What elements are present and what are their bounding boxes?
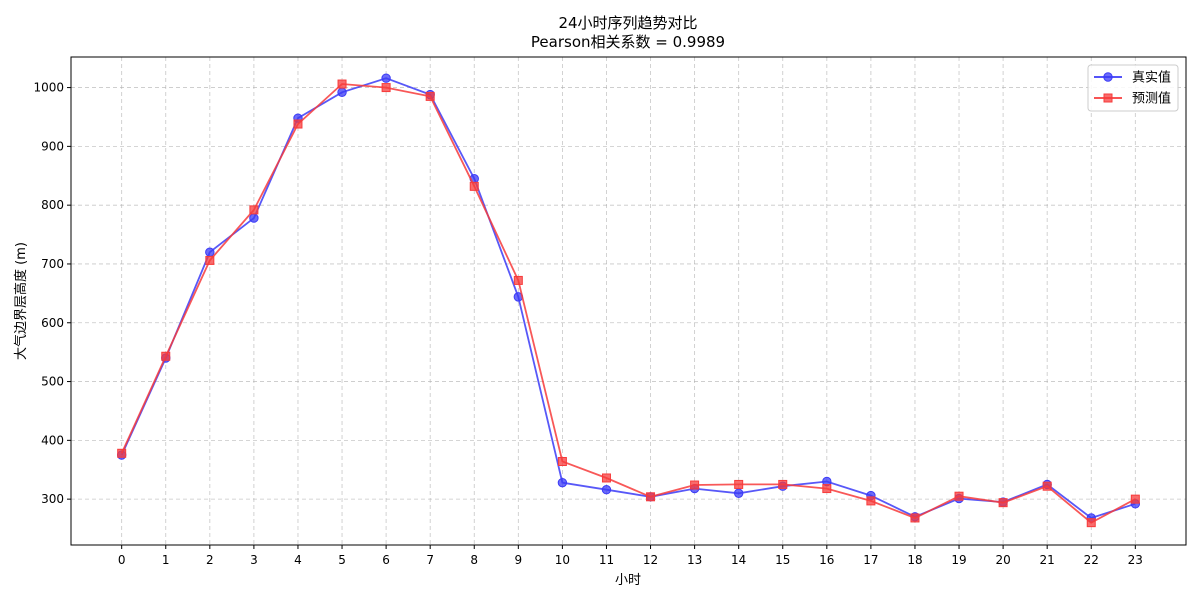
- x-tick-label: 6: [382, 553, 390, 567]
- y-tick-label: 600: [41, 316, 64, 330]
- legend-swatch-marker: [1103, 72, 1113, 82]
- data-point-square: [205, 255, 215, 265]
- x-tick-label: 1: [162, 553, 170, 567]
- data-point-square: [381, 83, 391, 93]
- data-point-square: [425, 91, 435, 101]
- y-tick-label: 500: [41, 375, 64, 389]
- x-tick-label: 2: [206, 553, 214, 567]
- data-point-square: [601, 473, 611, 483]
- series-1: [117, 79, 1140, 528]
- y-axis-label: 大气边界层高度 (m): [13, 242, 29, 360]
- data-point-circle: [249, 213, 259, 223]
- chart-subtitle: Pearson相关系数 = 0.9989: [531, 33, 725, 51]
- series-0: [116, 73, 1141, 523]
- data-point-circle: [601, 485, 612, 495]
- data-point-square: [866, 496, 876, 506]
- x-tick-label: 7: [426, 553, 434, 567]
- data-point-square: [734, 479, 744, 489]
- data-point-square: [337, 79, 347, 89]
- x-tick-label: 21: [1040, 553, 1055, 567]
- x-tick-label: 11: [599, 553, 614, 567]
- data-point-square: [293, 119, 303, 129]
- x-tick-label: 13: [687, 553, 702, 567]
- data-point-square: [822, 484, 832, 494]
- x-tick-label: 3: [250, 553, 258, 567]
- data-point-square: [513, 275, 523, 285]
- chart-title: 24小时序列趋势对比: [558, 14, 697, 32]
- legend-label: 预测值: [1132, 91, 1171, 107]
- series-layer: [116, 73, 1141, 528]
- x-tick-label: 20: [995, 553, 1010, 567]
- data-point-square: [998, 498, 1008, 508]
- data-point-square: [646, 492, 656, 502]
- x-tick-label: 5: [338, 553, 346, 567]
- data-point-square: [161, 351, 171, 361]
- y-tick-label: 300: [41, 492, 64, 506]
- x-tick-label: 9: [515, 553, 523, 567]
- ticks: 0 1 2 3 4 5 6 7 8 9 10 11 12 13 14 15 16 17 18 19 20 21 22 2330…: [33, 81, 1143, 567]
- data-point-circle: [381, 73, 391, 83]
- x-tick-label: 14: [731, 553, 746, 567]
- x-tick-label: 0: [118, 553, 126, 567]
- x-axis-label: 小时: [615, 573, 641, 588]
- data-point-square: [117, 448, 127, 458]
- data-point-square: [557, 457, 567, 467]
- y-tick-label: 400: [41, 433, 64, 447]
- x-tick-label: 23: [1128, 553, 1143, 567]
- legend-swatch-marker: [1103, 93, 1113, 103]
- x-tick-label: 17: [863, 553, 878, 567]
- x-tick-label: 19: [951, 553, 966, 567]
- y-tick-label: 700: [41, 257, 64, 271]
- x-tick-label: 15: [775, 553, 790, 567]
- data-point-circle: [337, 87, 347, 97]
- x-tick-label: 18: [907, 553, 922, 567]
- data-point-square: [954, 491, 964, 501]
- data-point-square: [1042, 481, 1052, 491]
- data-point-square: [778, 479, 788, 489]
- data-point-square: [469, 181, 479, 191]
- series-line: [120, 83, 1136, 524]
- y-tick-label: 900: [41, 139, 64, 153]
- data-point-square: [690, 480, 700, 490]
- data-point-circle: [205, 247, 215, 257]
- data-point-square: [1086, 518, 1096, 528]
- legend-label: 真实值: [1132, 70, 1171, 86]
- data-point-square: [910, 513, 920, 523]
- y-tick-label: 800: [41, 198, 64, 212]
- x-tick-label: 22: [1084, 553, 1099, 567]
- series-line: [120, 77, 1136, 520]
- data-point-square: [1130, 494, 1140, 504]
- plot-frame: [70, 56, 1187, 546]
- data-point-circle: [733, 488, 744, 498]
- data-point-square: [249, 205, 259, 215]
- y-tick-label: 1000: [33, 81, 64, 95]
- x-tick-label: 8: [470, 553, 478, 567]
- data-point-circle: [557, 477, 568, 488]
- x-tick-label: 4: [294, 553, 302, 567]
- x-tick-label: 12: [643, 553, 658, 567]
- grid: [71, 57, 1186, 545]
- x-tick-label: 16: [819, 553, 834, 567]
- x-tick-label: 10: [555, 553, 570, 567]
